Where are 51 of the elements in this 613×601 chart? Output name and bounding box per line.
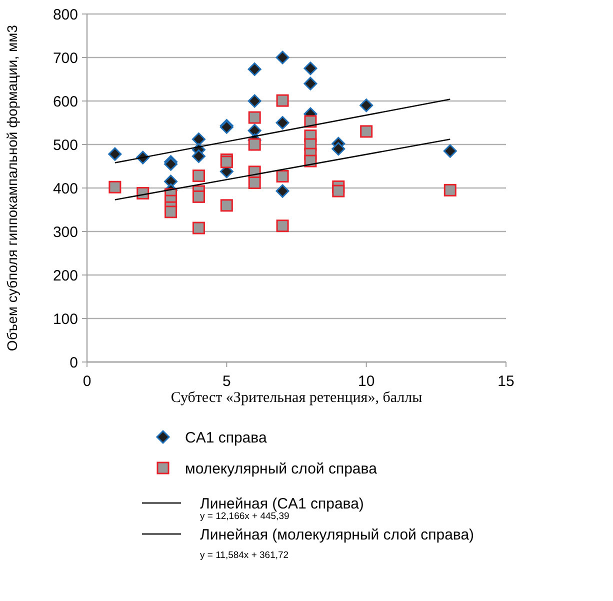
point xyxy=(332,142,346,156)
point xyxy=(360,98,374,112)
point xyxy=(276,220,289,232)
point xyxy=(108,147,122,161)
point xyxy=(276,94,289,107)
point xyxy=(276,170,289,183)
point xyxy=(276,116,290,130)
x-tick-label: 5 xyxy=(222,373,231,390)
point xyxy=(108,180,122,194)
point xyxy=(248,111,261,124)
y-tick-label: 700 xyxy=(52,50,78,67)
point xyxy=(192,170,205,182)
x-axis-title: Субтест «Зрительная ретенция», баллы xyxy=(170,390,422,406)
point xyxy=(192,149,206,163)
point xyxy=(304,76,318,90)
point xyxy=(276,184,290,198)
y-tick-label: 100 xyxy=(52,310,78,328)
point xyxy=(248,138,261,151)
point xyxy=(248,62,262,76)
point xyxy=(192,190,205,203)
point xyxy=(332,184,345,198)
x-tick-label: 0 xyxy=(82,373,92,390)
point xyxy=(248,176,261,190)
y-tick-label: 800 xyxy=(52,6,78,24)
point xyxy=(192,132,206,146)
point xyxy=(360,125,373,138)
y-tick-label: 300 xyxy=(52,224,78,241)
legend-label: Линейная (молекулярный слой справа) xyxy=(200,526,474,544)
legend-label: Линейная (CA1 справа) xyxy=(200,495,364,512)
x-tick-label: 10 xyxy=(358,373,375,390)
y-tick-label: 0 xyxy=(70,354,78,372)
x-tick-label: 15 xyxy=(498,373,514,390)
point xyxy=(444,184,456,196)
y-axis-title: Объем субполя гиппокампальной формации, мм3 xyxy=(4,24,20,352)
text: y = 11,584x + 361,72 xyxy=(200,550,289,561)
point xyxy=(220,156,233,168)
y-tick-label: 200 xyxy=(52,267,78,284)
point xyxy=(304,62,318,76)
legend-label: CA1 справа xyxy=(185,429,268,446)
point xyxy=(220,199,233,212)
text: y = 12,166x + 445,39 xyxy=(200,511,290,522)
y-tick-label: 600 xyxy=(52,93,78,110)
legend-label: молекулярный слой справа xyxy=(185,460,378,478)
point xyxy=(248,124,262,138)
point xyxy=(443,144,457,158)
y-tick-label: 400 xyxy=(52,180,78,198)
y-tick-label: 500 xyxy=(52,136,78,154)
point xyxy=(192,222,205,234)
point xyxy=(248,94,262,108)
point xyxy=(164,206,178,218)
point xyxy=(276,50,290,64)
